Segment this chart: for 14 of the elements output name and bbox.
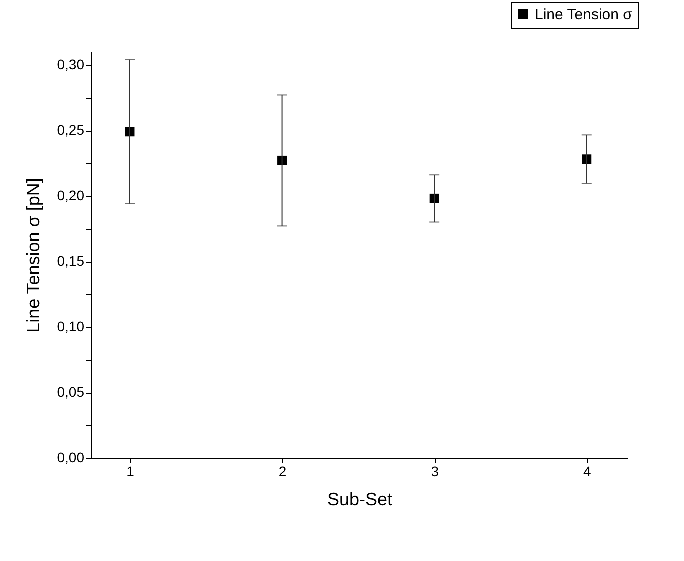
y-tick-label: 0,10: [57, 318, 85, 335]
x-tick-label: 4: [583, 464, 592, 480]
x-tick-label: 2: [278, 464, 287, 480]
legend-label: Line Tension σ: [535, 6, 634, 24]
y-tick-label: 0,20: [57, 188, 85, 204]
y-axis-title: Line Tension σ [pN]: [23, 178, 44, 333]
x-tick-label: 1: [126, 464, 135, 480]
x-axis-title: Sub-Set: [327, 490, 393, 510]
y-tick-label: 0,30: [57, 56, 85, 73]
y-tick-label: 0,25: [57, 122, 85, 138]
y-tick-label: 0,05: [57, 384, 85, 400]
y-tick-label: 0,15: [57, 253, 85, 270]
x-tick-label: 3: [431, 464, 440, 480]
y-tick-label: 0,00: [57, 450, 85, 466]
